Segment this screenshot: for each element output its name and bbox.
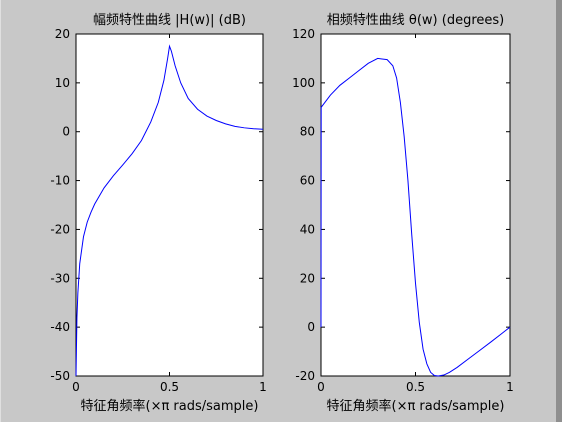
chart2-y-tick-label: 0 (307, 320, 315, 334)
chart1-x-tick-label: 1 (259, 380, 267, 394)
chart1-y-tick-label: 0 (62, 125, 70, 139)
chart2-x-axis-label: 特征角频率(×π rads/sample) (327, 398, 505, 414)
chart2-plot-area (320, 33, 511, 377)
chart2-series-line-1 (320, 57, 511, 377)
chart2-y-tick-label: 40 (300, 222, 315, 236)
chart2-x-tick-label: 1 (506, 380, 514, 394)
chart2-y-tick-label: 100 (292, 76, 315, 90)
chart2-y-tick-label: 60 (300, 174, 315, 188)
window-right-edge (556, 0, 562, 422)
chart1-y-tick-label: 10 (55, 76, 70, 90)
chart1-y-tick-label: -40 (50, 320, 70, 334)
chart1-y-tick-label: -20 (50, 222, 70, 236)
chart1-y-tick-label: -50 (50, 369, 70, 383)
chart2-x-tick-label: 0.5 (406, 380, 425, 394)
chart2-y-tick-label: 20 (300, 271, 315, 285)
chart1-series-line-1 (75, 44, 264, 377)
chart2-x-tick-label: 0 (317, 380, 325, 394)
chart1-y-tick-label: -30 (50, 271, 70, 285)
chart1-y-tick-label: 20 (55, 27, 70, 41)
chart2-y-tick-label: 120 (292, 27, 315, 41)
chart1-plot-area (75, 33, 264, 377)
chart1-x-tick-label: 0 (72, 380, 80, 394)
chart2-title: 相频特性曲线 θ(w) (degrees) (327, 13, 504, 28)
chart1-title: 幅频特性曲线 |H(w)| (dB) (93, 13, 246, 28)
window-left-edge (0, 0, 1, 422)
chart1-x-tick-label: 0.5 (160, 380, 179, 394)
chart1-x-axis-label: 特征角频率(×π rads/sample) (81, 398, 259, 414)
chart2-y-tick-label: 80 (300, 125, 315, 139)
chart1-y-tick-label: -10 (50, 174, 70, 188)
chart2-y-tick-label: -20 (295, 369, 315, 383)
